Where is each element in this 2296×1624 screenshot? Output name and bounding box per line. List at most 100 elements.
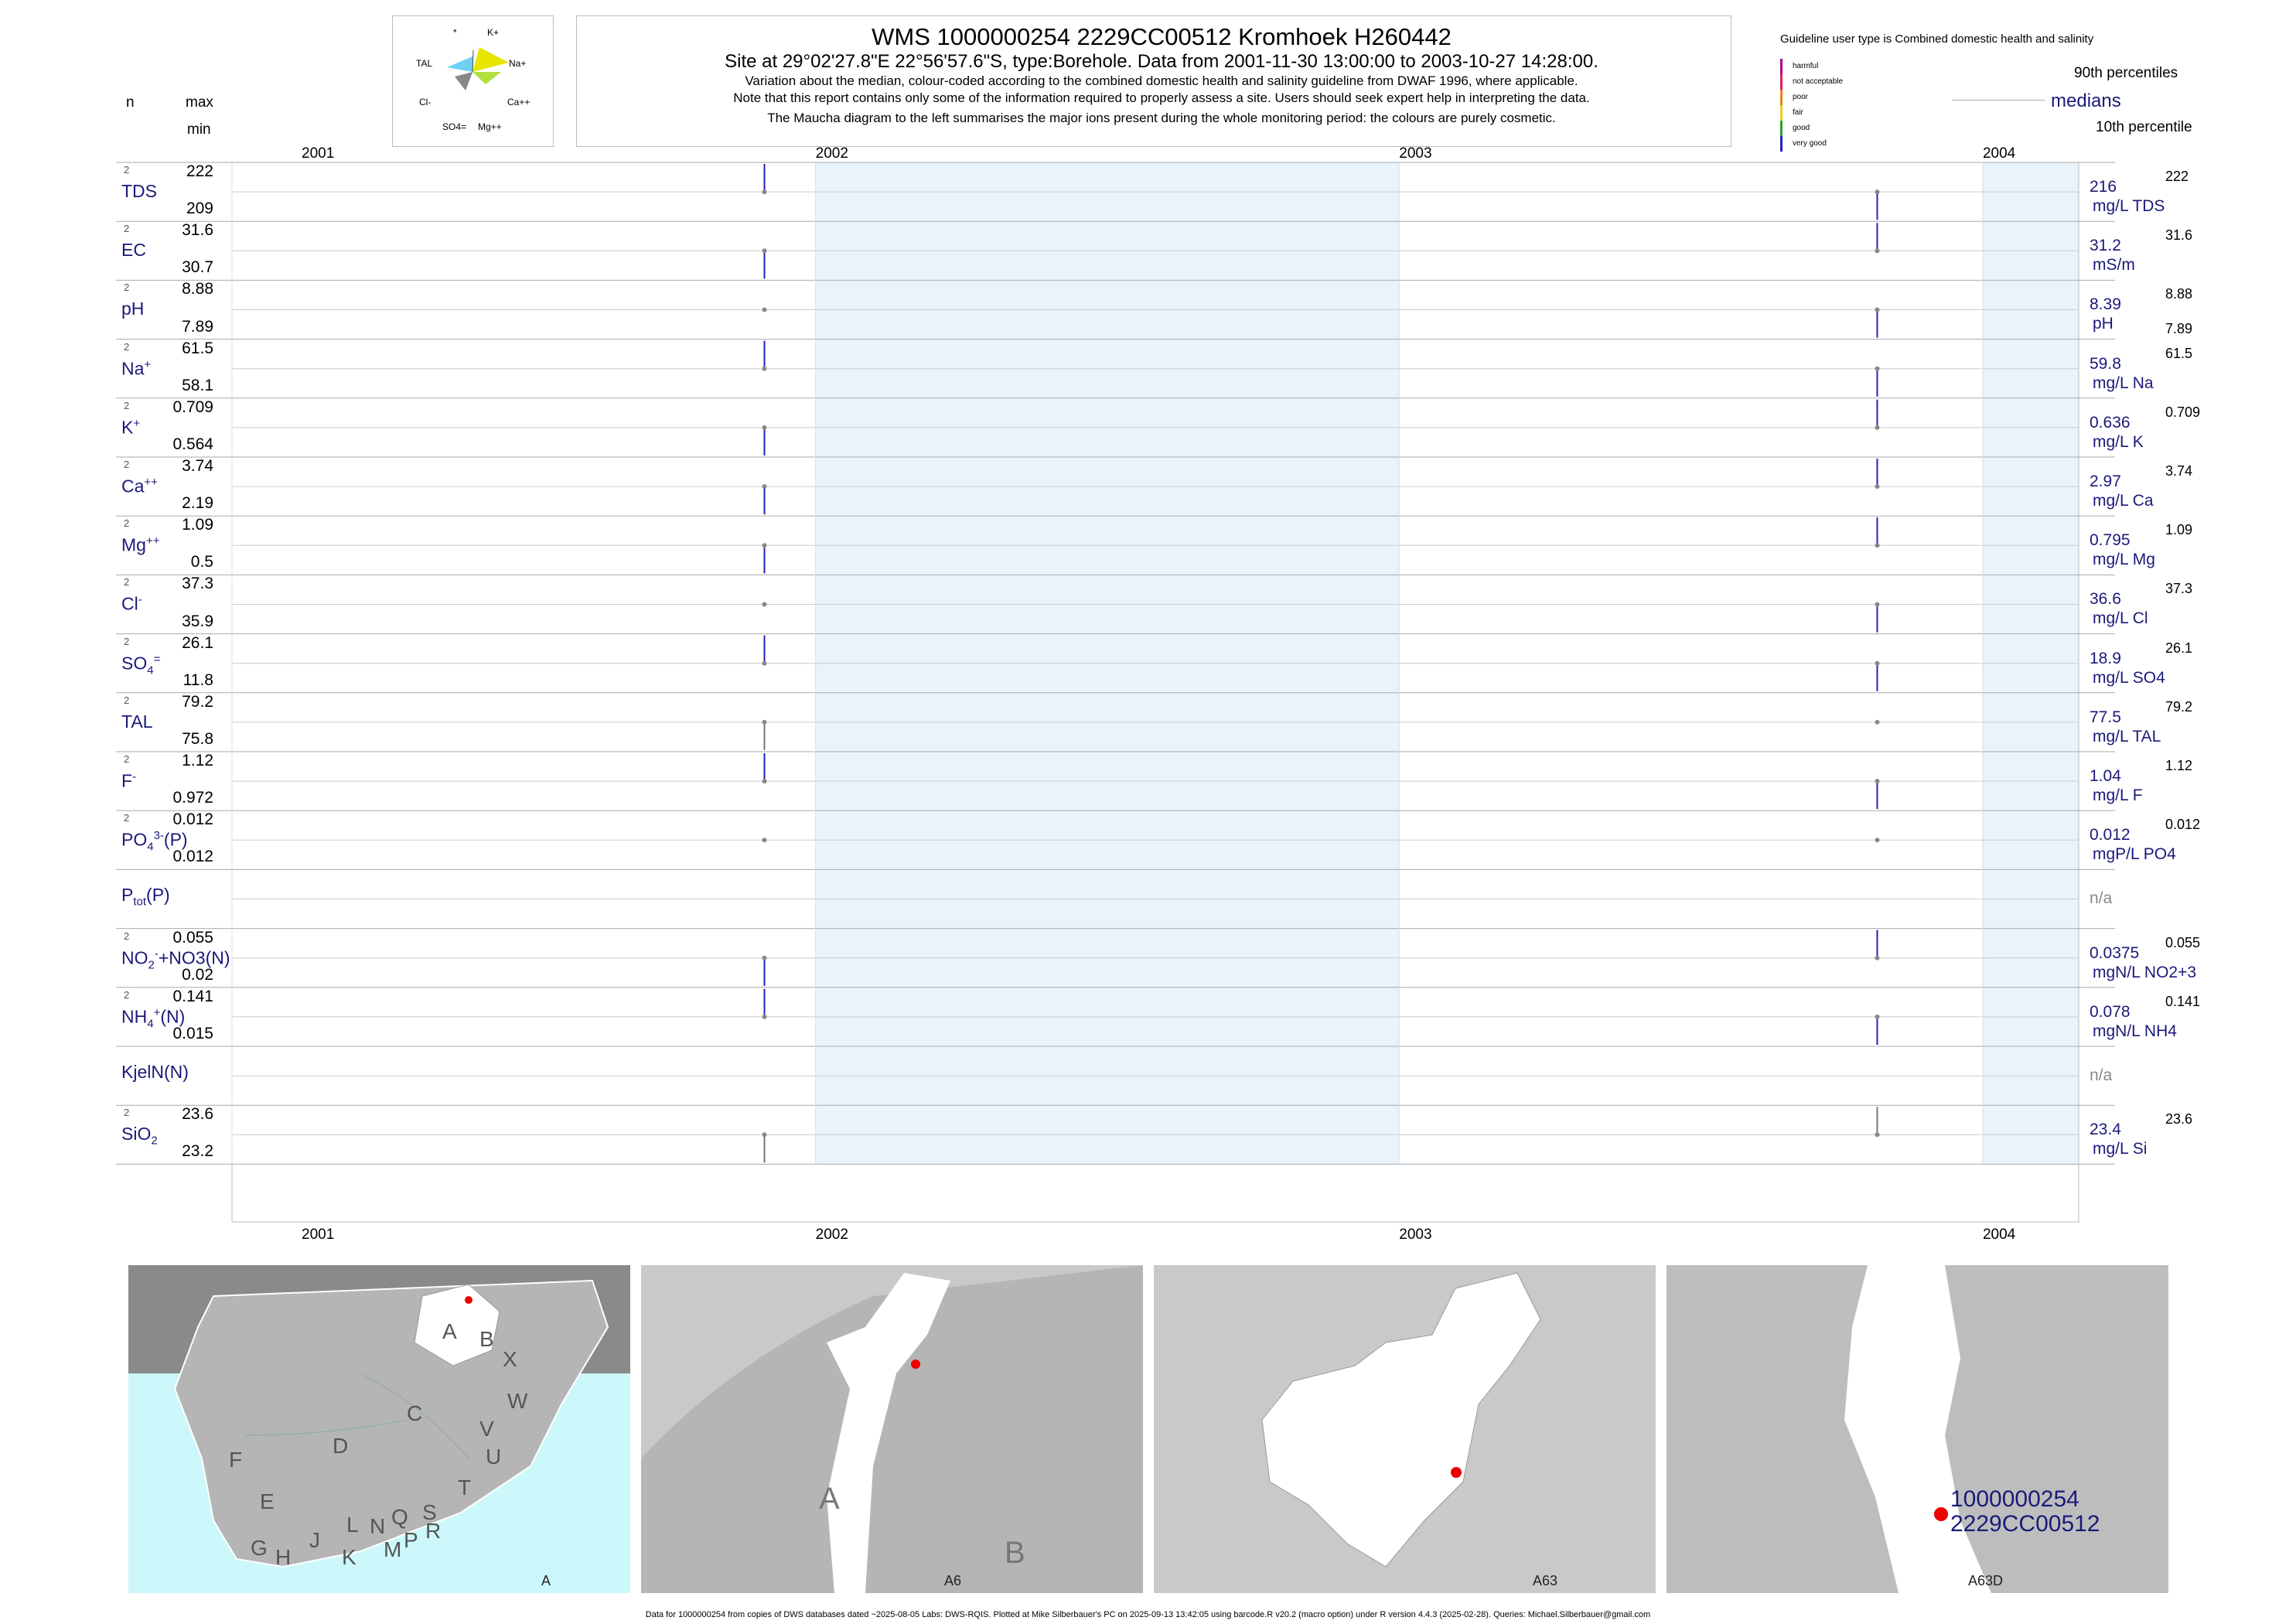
year-label-2001-bottom: 2001 [302, 1227, 335, 1243]
region-label-g: G [251, 1536, 268, 1560]
year-label-2003-top: 2003 [1399, 145, 1432, 162]
param-label-ph: pH [121, 299, 145, 319]
right-max-f: 1.12 [2165, 758, 2193, 773]
n-nox: 2 [124, 930, 130, 942]
max-sio2: 23.6 [182, 1105, 213, 1124]
median-value-na: 59.8 [2090, 354, 2121, 373]
param-sub-po4: 4 [147, 840, 154, 854]
param-sub-nox: 2 [148, 957, 155, 971]
right-max-nox: 0.055 [2165, 934, 2201, 950]
region-label-p: P [404, 1528, 418, 1552]
region-label-j: J [309, 1528, 320, 1552]
max-ca: 3.74 [182, 457, 213, 475]
param-label-ec: EC [121, 240, 146, 261]
region-label-k: K [342, 1545, 357, 1569]
title-box [576, 15, 1731, 147]
median-value-tds: 216 [2090, 178, 2117, 196]
unit-mg: mg/L Mg [2093, 551, 2155, 569]
max-f: 1.12 [182, 752, 213, 769]
n-na: 2 [124, 340, 130, 353]
median-value-nox: 0.0375 [2090, 943, 2140, 962]
median-value-ph: 8.39 [2090, 295, 2121, 314]
max-nox: 0.055 [172, 928, 213, 947]
median-point-na [762, 366, 767, 371]
param-label-na: Na+ [121, 357, 152, 379]
maucha-label-mg: Mg++ [478, 121, 502, 132]
min-sio2: 23.2 [182, 1142, 213, 1161]
param-sub-so4: 4 [147, 663, 154, 677]
param-sup-na: + [144, 357, 152, 371]
min-ec: 30.7 [182, 258, 213, 277]
median-point-so4 [1875, 660, 1880, 666]
max-tal: 79.2 [182, 692, 213, 711]
min-po4: 0.012 [172, 848, 213, 866]
median-value-k: 0.636 [2090, 413, 2131, 432]
median-point-mg [1875, 543, 1880, 548]
max-na: 61.5 [182, 339, 213, 357]
param-sup-ca: ++ [144, 476, 158, 489]
min-mg: 0.5 [190, 553, 213, 571]
guideline-label-4: good [1793, 124, 1810, 132]
site-code-label: 2229CC00512 [1950, 1511, 2100, 1537]
max-k: 0.709 [172, 397, 213, 416]
median-point-po4 [762, 838, 767, 843]
guideline-swatch-5 [1780, 136, 1783, 152]
median-value-tal: 77.5 [2090, 708, 2121, 726]
param-label-kjeln: KjelN(N) [121, 1062, 189, 1082]
note-1: Variation about the median, colour-coded… [745, 73, 1578, 88]
n-f: 2 [124, 753, 130, 765]
region-label-r: R [425, 1519, 442, 1543]
year-label-2003-bottom: 2003 [1399, 1227, 1432, 1243]
median-point-mg [762, 543, 767, 548]
right-max-k: 0.709 [2165, 404, 2201, 420]
unit-so4: mg/L SO4 [2093, 668, 2165, 687]
region-label-h: H [275, 1545, 292, 1569]
map-caption-a63: A63 [1533, 1573, 1558, 1588]
barcode-chart [116, 162, 2115, 1223]
region-label-d: D [333, 1434, 349, 1458]
min-ph: 7.89 [182, 317, 213, 336]
medians-label: medians [2051, 90, 2121, 111]
median-line-sample [1952, 100, 2045, 101]
param-label-f: F- [121, 770, 137, 791]
param-label-cl: Cl- [121, 593, 142, 615]
median-point-nh4 [1875, 1014, 1880, 1019]
region-label-m: M [384, 1537, 402, 1561]
guideline-title: Guideline user type is Combined domestic… [1780, 32, 2094, 46]
median-value-f: 1.04 [2090, 767, 2121, 785]
param-label-ca: Ca++ [121, 476, 158, 496]
maucha-label-na: Na+ [509, 58, 527, 69]
median-point-f [1875, 779, 1880, 784]
median-value-ca: 2.97 [2090, 473, 2121, 490]
median-value-ptot: n/a [2090, 889, 2113, 908]
min-so4: 11.8 [183, 670, 213, 689]
median-value-so4: 18.9 [2090, 649, 2121, 667]
unit-ca: mg/L Ca [2093, 492, 2154, 510]
maucha-diagram: * K+ TAL Na+ Cl- Ca++ SO4= Mg++ [392, 15, 554, 147]
median-value-sio2: 23.4 [2090, 1121, 2121, 1139]
unit-ec: mS/m [2093, 256, 2135, 275]
year-label-2004-top: 2004 [1982, 145, 2016, 162]
unit-tal: mg/L TAL [2093, 727, 2161, 745]
site-subtitle: Site at 29°02'27.8"E 22°56'57.6"S, type:… [725, 51, 1598, 72]
guideline-swatch-1 [1780, 74, 1783, 90]
right-max-nh4: 0.141 [2165, 993, 2201, 1009]
median-point-sio2 [1875, 1132, 1880, 1138]
median-point-ca [762, 484, 767, 490]
param-sup-mg: ++ [145, 534, 160, 548]
maucha-label-star: * [453, 27, 457, 38]
param-label-po4: PO43-(P) [121, 829, 188, 854]
max-mg: 1.09 [182, 516, 213, 534]
footer: Data for 1000000254 from copies of DWS d… [645, 1610, 1651, 1619]
median-value-ec: 31.2 [2090, 237, 2121, 255]
median-value-cl: 36.6 [2090, 590, 2121, 609]
median-point-ec [762, 248, 767, 254]
maucha-na-sector [473, 47, 509, 72]
param-sup-f: - [132, 770, 137, 783]
median-point-nox [762, 955, 767, 960]
region-label-t: T [458, 1476, 472, 1499]
guideline-swatch-0 [1780, 59, 1783, 74]
param-label-tds: TDS [121, 181, 157, 201]
map-a63-drawing [1154, 1265, 1656, 1593]
median-point-ec [1875, 248, 1880, 254]
